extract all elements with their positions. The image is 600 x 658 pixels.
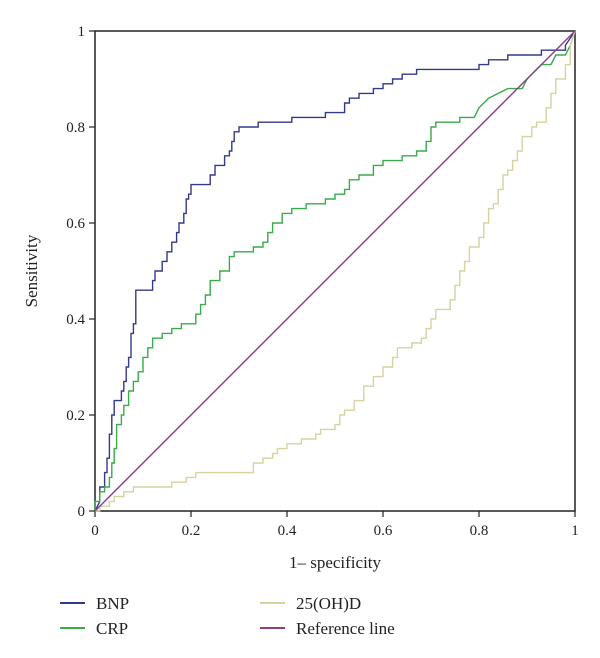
- y-tick-label: 1: [78, 24, 86, 40]
- series-layer: [94, 30, 576, 512]
- legend: BNP CRP 25(OH)D Reference line: [60, 594, 395, 638]
- series-line-bnp: [94, 30, 576, 512]
- y-tick-label: 0.6: [66, 216, 85, 232]
- x-tick-label: 0: [91, 523, 99, 539]
- legend-label: 25(OH)D: [296, 594, 361, 613]
- legend-item-25-oh-d: 25(OH)D: [260, 594, 361, 613]
- x-tick-label: 0.4: [278, 523, 297, 539]
- x-tick-label: 0.6: [374, 523, 393, 539]
- legend-label: Reference line: [296, 619, 395, 638]
- series-line-25-oh-d: [95, 30, 576, 512]
- y-tick-label: 0: [78, 504, 86, 520]
- legend-item-crp: CRP: [60, 619, 128, 638]
- legend-item-reference-line: Reference line: [260, 619, 395, 638]
- legend-label: BNP: [96, 594, 129, 613]
- series-line-crp: [94, 30, 576, 511]
- x-tick-label: 1: [571, 523, 579, 539]
- y-tick-label: 0.4: [66, 312, 85, 328]
- x-axis-title: 1– specificity: [289, 553, 382, 572]
- y-axis-title: Sensitivity: [22, 234, 41, 307]
- plot-frame: [94, 30, 576, 512]
- x-tick-label: 0.8: [470, 523, 489, 539]
- x-tick-label: 0.2: [182, 523, 201, 539]
- y-tick-label: 0.2: [66, 408, 85, 424]
- axis-ticks: 0 0.2 0.4 0.6 0.8 1 0 0.2 0.4 0.6 0.8 1: [66, 24, 579, 539]
- legend-label: CRP: [96, 619, 128, 638]
- legend-item-bnp: BNP: [60, 594, 129, 613]
- y-tick-label: 0.8: [66, 120, 85, 136]
- series-line-reference-line: [94, 30, 576, 512]
